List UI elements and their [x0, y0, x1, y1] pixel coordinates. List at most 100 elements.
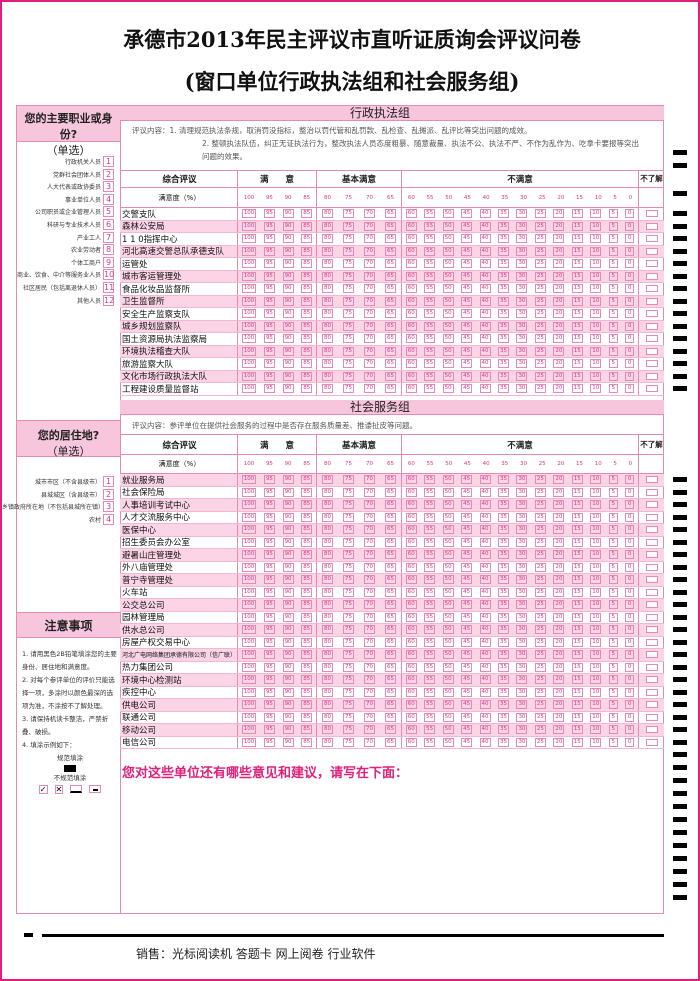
- option-item[interactable]: 农业劳动者 8: [71, 244, 114, 256]
- rating-bubble[interactable]: 45: [461, 600, 473, 610]
- rating-bubble[interactable]: 5: [608, 359, 618, 369]
- rating-bubble[interactable]: 20: [553, 346, 565, 356]
- rating-bubble[interactable]: 15: [571, 384, 583, 394]
- rating-bubble[interactable]: 95: [263, 725, 275, 735]
- option-bubble[interactable]: 2: [103, 488, 114, 500]
- rating-bubble[interactable]: 0: [625, 209, 635, 219]
- rating-bubble[interactable]: 70: [364, 246, 375, 256]
- rating-bubble[interactable]: 50: [442, 537, 454, 547]
- rating-bubble[interactable]: 40: [479, 587, 491, 597]
- rating-bubble[interactable]: 0: [625, 346, 635, 356]
- rating-bubble[interactable]: 0: [625, 359, 635, 369]
- rating-bubble[interactable]: 0: [625, 259, 635, 269]
- rating-bubble[interactable]: 50: [442, 650, 454, 660]
- rating-bubble[interactable]: 95: [263, 675, 275, 685]
- rating-bubble[interactable]: 60: [405, 700, 417, 710]
- rating-bubble[interactable]: 70: [364, 284, 375, 294]
- rating-bubble[interactable]: 5: [608, 475, 618, 485]
- rating-bubble[interactable]: 5: [608, 525, 618, 535]
- rating-bubble[interactable]: 80: [322, 712, 333, 722]
- rating-bubble[interactable]: 20: [553, 284, 565, 294]
- rating-bubble[interactable]: 15: [571, 221, 583, 231]
- rating-bubble[interactable]: 85: [301, 271, 313, 281]
- rating-bubble[interactable]: 40: [479, 321, 491, 331]
- rating-bubble[interactable]: 20: [553, 662, 565, 672]
- rating-bubble[interactable]: 5: [608, 371, 618, 381]
- rating-bubble[interactable]: 80: [322, 246, 333, 256]
- rating-bubble[interactable]: 90: [282, 271, 294, 281]
- rating-bubble[interactable]: 75: [343, 625, 354, 635]
- rating-bubble[interactable]: 60: [405, 712, 417, 722]
- rating-bubble[interactable]: 35: [497, 550, 509, 560]
- rating-bubble[interactable]: 0: [625, 562, 635, 572]
- rating-bubble[interactable]: 95: [263, 371, 275, 381]
- rating-bubble[interactable]: 75: [343, 587, 354, 597]
- rating-bubble[interactable]: 15: [571, 359, 583, 369]
- rating-bubble[interactable]: 5: [608, 259, 618, 269]
- rating-bubble[interactable]: 50: [442, 246, 454, 256]
- rating-bubble[interactable]: 65: [385, 384, 396, 394]
- rating-bubble[interactable]: 90: [282, 384, 294, 394]
- rating-bubble[interactable]: 15: [571, 246, 583, 256]
- rating-bubble[interactable]: 15: [571, 525, 583, 535]
- rating-bubble[interactable]: 5: [608, 296, 618, 306]
- unknown-checkbox[interactable]: [645, 726, 658, 734]
- option-bubble[interactable]: 11: [103, 282, 115, 293]
- rating-bubble[interactable]: 60: [405, 321, 417, 331]
- rating-bubble[interactable]: 40: [479, 500, 491, 510]
- rating-bubble[interactable]: 25: [534, 359, 546, 369]
- option-bubble[interactable]: 2: [103, 168, 114, 180]
- rating-bubble[interactable]: 25: [534, 525, 546, 535]
- rating-bubble[interactable]: 65: [385, 675, 396, 685]
- rating-bubble[interactable]: 45: [461, 384, 473, 394]
- rating-bubble[interactable]: 65: [385, 487, 396, 497]
- rating-bubble[interactable]: 25: [534, 346, 546, 356]
- rating-bubble[interactable]: 85: [301, 284, 313, 294]
- rating-bubble[interactable]: 35: [497, 487, 509, 497]
- rating-bubble[interactable]: 20: [553, 259, 565, 269]
- rating-bubble[interactable]: 55: [424, 587, 436, 597]
- rating-bubble[interactable]: 5: [608, 650, 618, 660]
- rating-bubble[interactable]: 60: [405, 359, 417, 369]
- rating-bubble[interactable]: 60: [405, 209, 417, 219]
- rating-bubble[interactable]: 35: [497, 650, 509, 660]
- rating-bubble[interactable]: 100: [241, 675, 257, 685]
- rating-bubble[interactable]: 15: [571, 371, 583, 381]
- unknown-checkbox[interactable]: [645, 638, 658, 646]
- rating-bubble[interactable]: 50: [442, 346, 454, 356]
- rating-bubble[interactable]: 45: [461, 700, 473, 710]
- rating-bubble[interactable]: 30: [516, 487, 528, 497]
- unknown-checkbox[interactable]: [645, 285, 658, 293]
- rating-bubble[interactable]: 45: [461, 475, 473, 485]
- rating-bubble[interactable]: 75: [343, 487, 354, 497]
- rating-bubble[interactable]: 60: [405, 625, 417, 635]
- rating-bubble[interactable]: 35: [497, 575, 509, 585]
- rating-bubble[interactable]: 95: [263, 309, 275, 319]
- rating-bubble[interactable]: 0: [625, 737, 635, 747]
- rating-bubble[interactable]: 10: [590, 221, 602, 231]
- rating-bubble[interactable]: 100: [241, 562, 257, 572]
- option-bubble[interactable]: 10: [103, 269, 115, 281]
- rating-bubble[interactable]: 85: [301, 562, 313, 572]
- rating-bubble[interactable]: 95: [263, 346, 275, 356]
- rating-bubble[interactable]: 10: [590, 296, 602, 306]
- rating-bubble[interactable]: 45: [461, 284, 473, 294]
- rating-bubble[interactable]: 0: [625, 525, 635, 535]
- rating-bubble[interactable]: 30: [516, 359, 528, 369]
- rating-bubble[interactable]: 10: [590, 537, 602, 547]
- rating-bubble[interactable]: 0: [625, 700, 635, 710]
- rating-bubble[interactable]: 60: [405, 562, 417, 572]
- rating-bubble[interactable]: 70: [364, 662, 375, 672]
- rating-bubble[interactable]: 65: [385, 234, 396, 244]
- option-bubble[interactable]: 12: [103, 294, 115, 306]
- rating-bubble[interactable]: 55: [424, 384, 436, 394]
- rating-bubble[interactable]: 70: [364, 737, 375, 747]
- rating-bubble[interactable]: 30: [516, 334, 528, 344]
- rating-bubble[interactable]: 35: [497, 234, 509, 244]
- rating-bubble[interactable]: 45: [461, 359, 473, 369]
- rating-bubble[interactable]: 40: [479, 662, 491, 672]
- rating-bubble[interactable]: 35: [497, 346, 509, 356]
- rating-bubble[interactable]: 40: [479, 271, 491, 281]
- rating-bubble[interactable]: 35: [497, 612, 509, 622]
- rating-bubble[interactable]: 30: [516, 512, 528, 522]
